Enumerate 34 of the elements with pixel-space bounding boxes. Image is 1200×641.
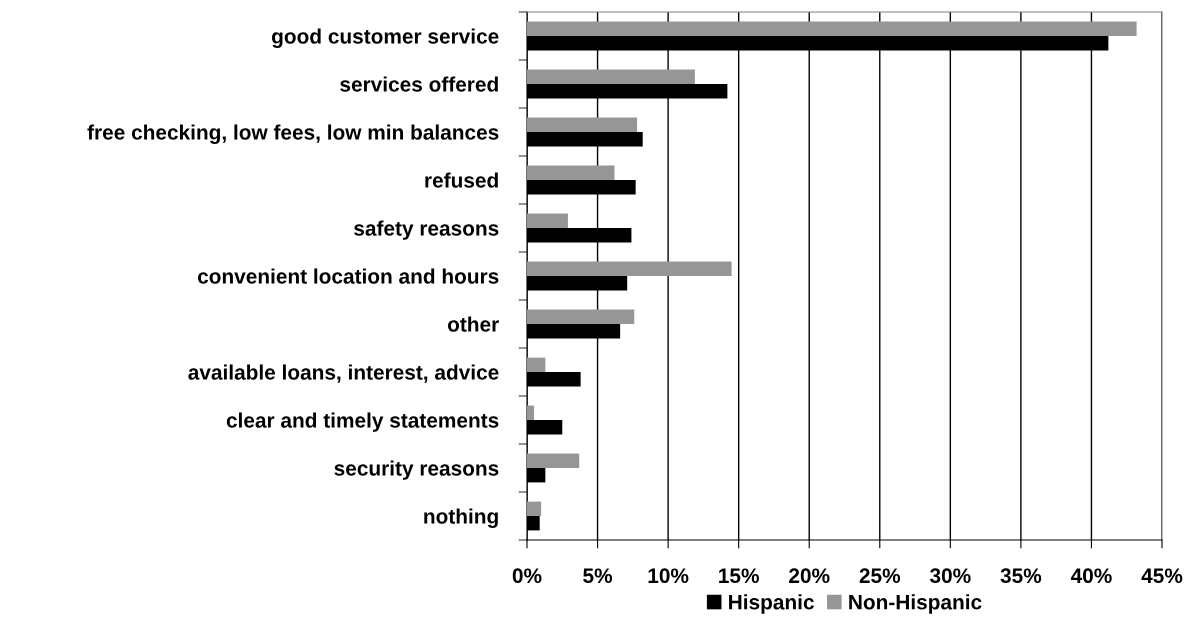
y-tick-label: convenient location and hours [197,268,499,284]
y-tick-label: safety reasons [354,220,499,240]
bar [527,453,580,468]
legend-label: Non-Hispanic [849,594,982,614]
bar [527,405,535,420]
legend-label: Hispanic [729,594,814,614]
bar [527,213,568,228]
bar [527,357,546,372]
y-tick-label: services offered [340,76,498,92]
bar [527,309,635,324]
bar [527,21,1137,36]
x-tick-label: 35% [1000,568,1042,584]
y-tick-label: good customer service [272,28,499,48]
x-tick-label: 20% [789,568,830,584]
x-tick-label: 0% [512,568,542,584]
x-tick-label: 5% [583,568,613,584]
bar [527,69,695,84]
x-tick-label: 40% [1070,568,1112,584]
x-tick-label: 45% [1141,568,1183,584]
y-tick-label: free checking, low fees, low min balances [87,124,499,144]
x-tick-label: 15% [719,568,759,584]
y-tick-label: available loans, interest, advice [188,364,499,383]
bar [527,261,732,276]
y-tick-label: security reasons [334,460,499,480]
y-tick-label: nothing [424,508,498,528]
x-tick-label: 30% [929,568,971,584]
bar [527,501,542,516]
x-tick-label: 10% [648,568,689,584]
y-tick-label: other [447,316,499,332]
bar [527,117,638,132]
bar [527,165,615,180]
x-tick-label: 25% [859,568,901,584]
y-tick-label: clear and timely statements [226,412,499,432]
y-tick-label: refused [425,172,498,188]
